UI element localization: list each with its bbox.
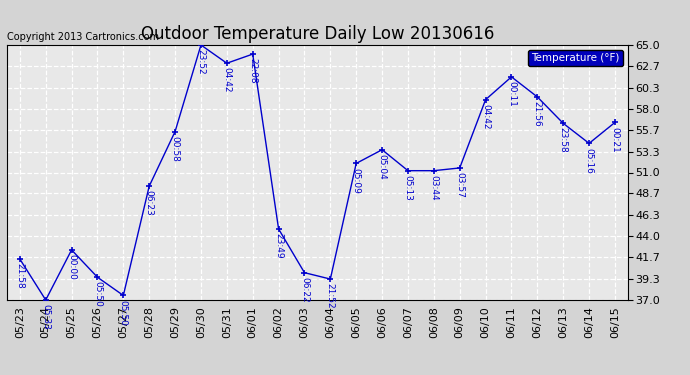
Text: Copyright 2013 Cartronics.com: Copyright 2013 Cartronics.com [7, 33, 159, 42]
Text: 05:50: 05:50 [119, 300, 128, 326]
Text: 05:09: 05:09 [352, 168, 361, 194]
Text: 21:56: 21:56 [533, 101, 542, 127]
Text: 06:23: 06:23 [145, 190, 154, 216]
Text: 00:21: 00:21 [611, 127, 620, 152]
Text: 23:49: 23:49 [274, 233, 283, 259]
Text: 23:58: 23:58 [559, 128, 568, 153]
Text: 21:58: 21:58 [15, 263, 24, 289]
Text: 04:42: 04:42 [222, 68, 231, 93]
Text: 05:33: 05:33 [41, 304, 50, 330]
Text: 23:52: 23:52 [197, 49, 206, 75]
Text: 05:16: 05:16 [584, 147, 593, 173]
Text: 00:00: 00:00 [67, 254, 76, 280]
Text: 22:08: 22:08 [248, 58, 257, 84]
Text: 06:22: 06:22 [300, 277, 309, 303]
Text: 05:04: 05:04 [377, 154, 386, 180]
Legend: Temperature (°F): Temperature (°F) [528, 50, 622, 66]
Text: 21:52: 21:52 [326, 283, 335, 309]
Text: 03:44: 03:44 [429, 175, 438, 201]
Title: Outdoor Temperature Daily Low 20130616: Outdoor Temperature Daily Low 20130616 [141, 26, 494, 44]
Text: 04:42: 04:42 [481, 104, 490, 129]
Text: 03:57: 03:57 [455, 172, 464, 198]
Text: 00:11: 00:11 [507, 81, 516, 107]
Text: 00:58: 00:58 [170, 136, 179, 162]
Text: 05:13: 05:13 [404, 175, 413, 201]
Text: 05:50: 05:50 [93, 281, 102, 307]
